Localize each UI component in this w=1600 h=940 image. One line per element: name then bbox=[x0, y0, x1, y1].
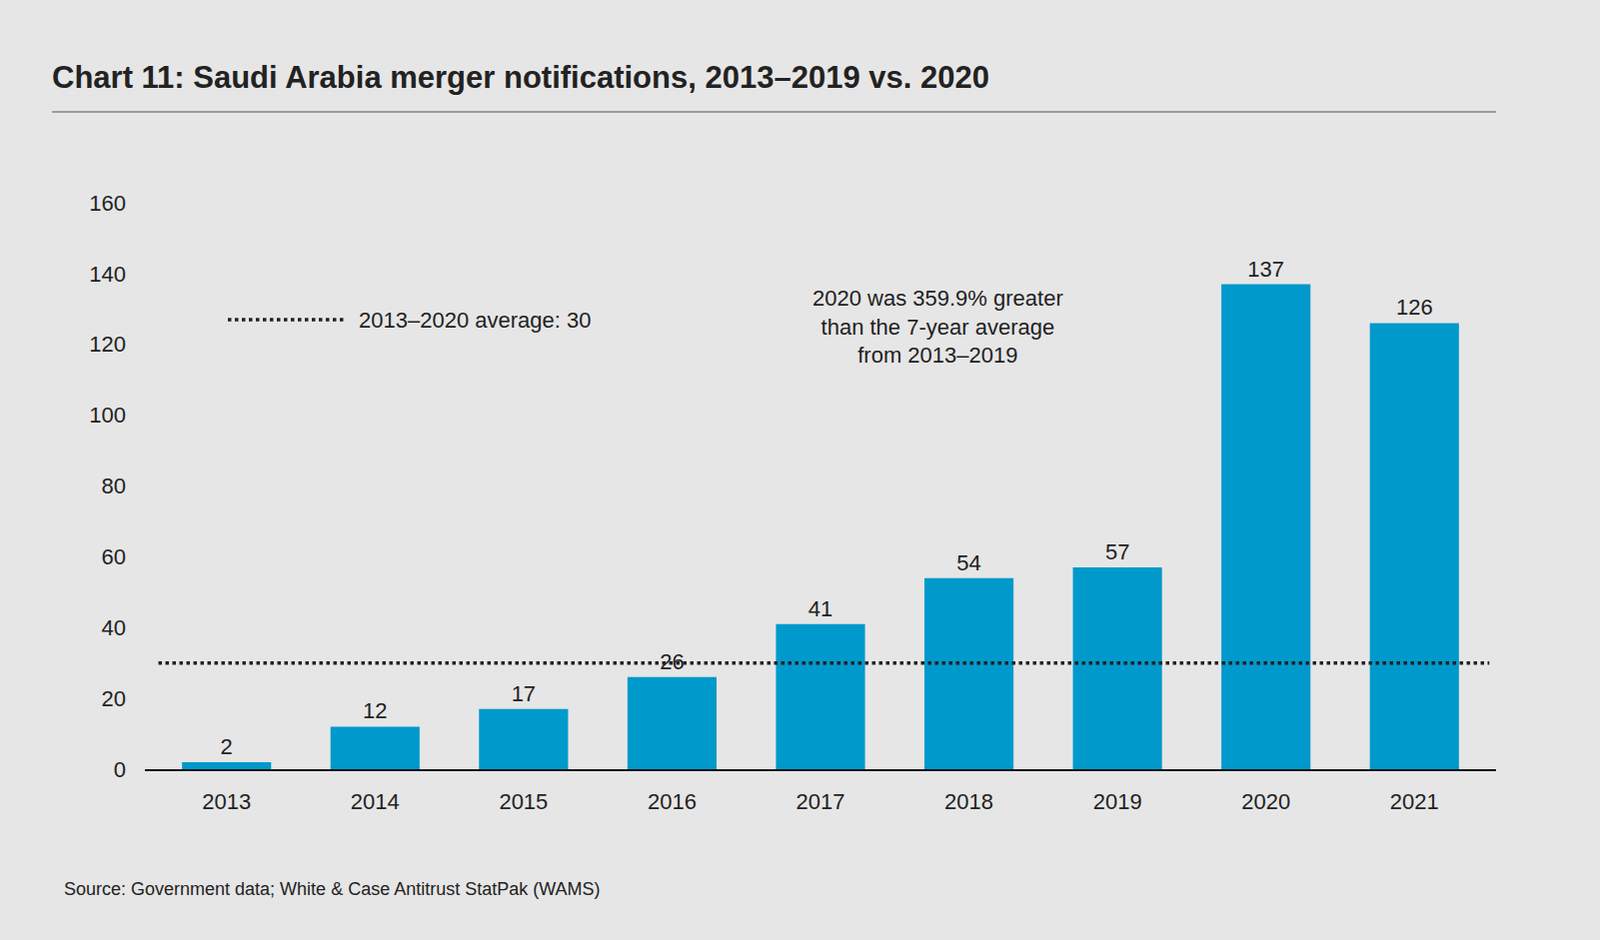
svg-text:2018: 2018 bbox=[944, 789, 994, 815]
svg-text:41: 41 bbox=[808, 596, 833, 622]
svg-text:2020: 2020 bbox=[1241, 789, 1291, 815]
svg-text:2013–2020 average: 30: 2013–2020 average: 30 bbox=[358, 307, 591, 333]
svg-text:2017: 2017 bbox=[796, 789, 846, 815]
svg-text:40: 40 bbox=[101, 615, 126, 641]
svg-text:2021: 2021 bbox=[1390, 789, 1440, 815]
svg-text:2015: 2015 bbox=[498, 789, 548, 815]
svg-text:2016: 2016 bbox=[647, 789, 697, 815]
svg-text:126: 126 bbox=[1396, 294, 1434, 320]
svg-text:160: 160 bbox=[88, 190, 126, 216]
svg-text:60: 60 bbox=[101, 544, 126, 570]
svg-text:2014: 2014 bbox=[350, 789, 400, 815]
svg-text:120: 120 bbox=[88, 331, 126, 357]
svg-text:Source: Government data; White: Source: Government data; White & Case An… bbox=[63, 879, 601, 900]
svg-text:2020 was 359.9% greaterthan th: 2020 was 359.9% greaterthan the 7-year a… bbox=[812, 285, 1064, 368]
svg-text:100: 100 bbox=[88, 402, 126, 428]
svg-text:140: 140 bbox=[88, 261, 126, 287]
svg-text:Chart 11: Saudi Arabia merger: Chart 11: Saudi Arabia merger notificati… bbox=[51, 59, 990, 95]
svg-text:80: 80 bbox=[101, 473, 126, 499]
svg-text:137: 137 bbox=[1247, 256, 1285, 282]
svg-text:2: 2 bbox=[220, 734, 233, 760]
svg-text:26: 26 bbox=[659, 649, 684, 675]
svg-text:12: 12 bbox=[362, 698, 387, 724]
svg-text:17: 17 bbox=[511, 681, 536, 707]
svg-text:57: 57 bbox=[1105, 539, 1130, 565]
svg-text:54: 54 bbox=[956, 550, 981, 576]
svg-text:20: 20 bbox=[101, 686, 126, 712]
svg-text:2019: 2019 bbox=[1093, 789, 1143, 815]
svg-text:2013: 2013 bbox=[201, 789, 251, 815]
svg-text:0: 0 bbox=[113, 757, 126, 783]
